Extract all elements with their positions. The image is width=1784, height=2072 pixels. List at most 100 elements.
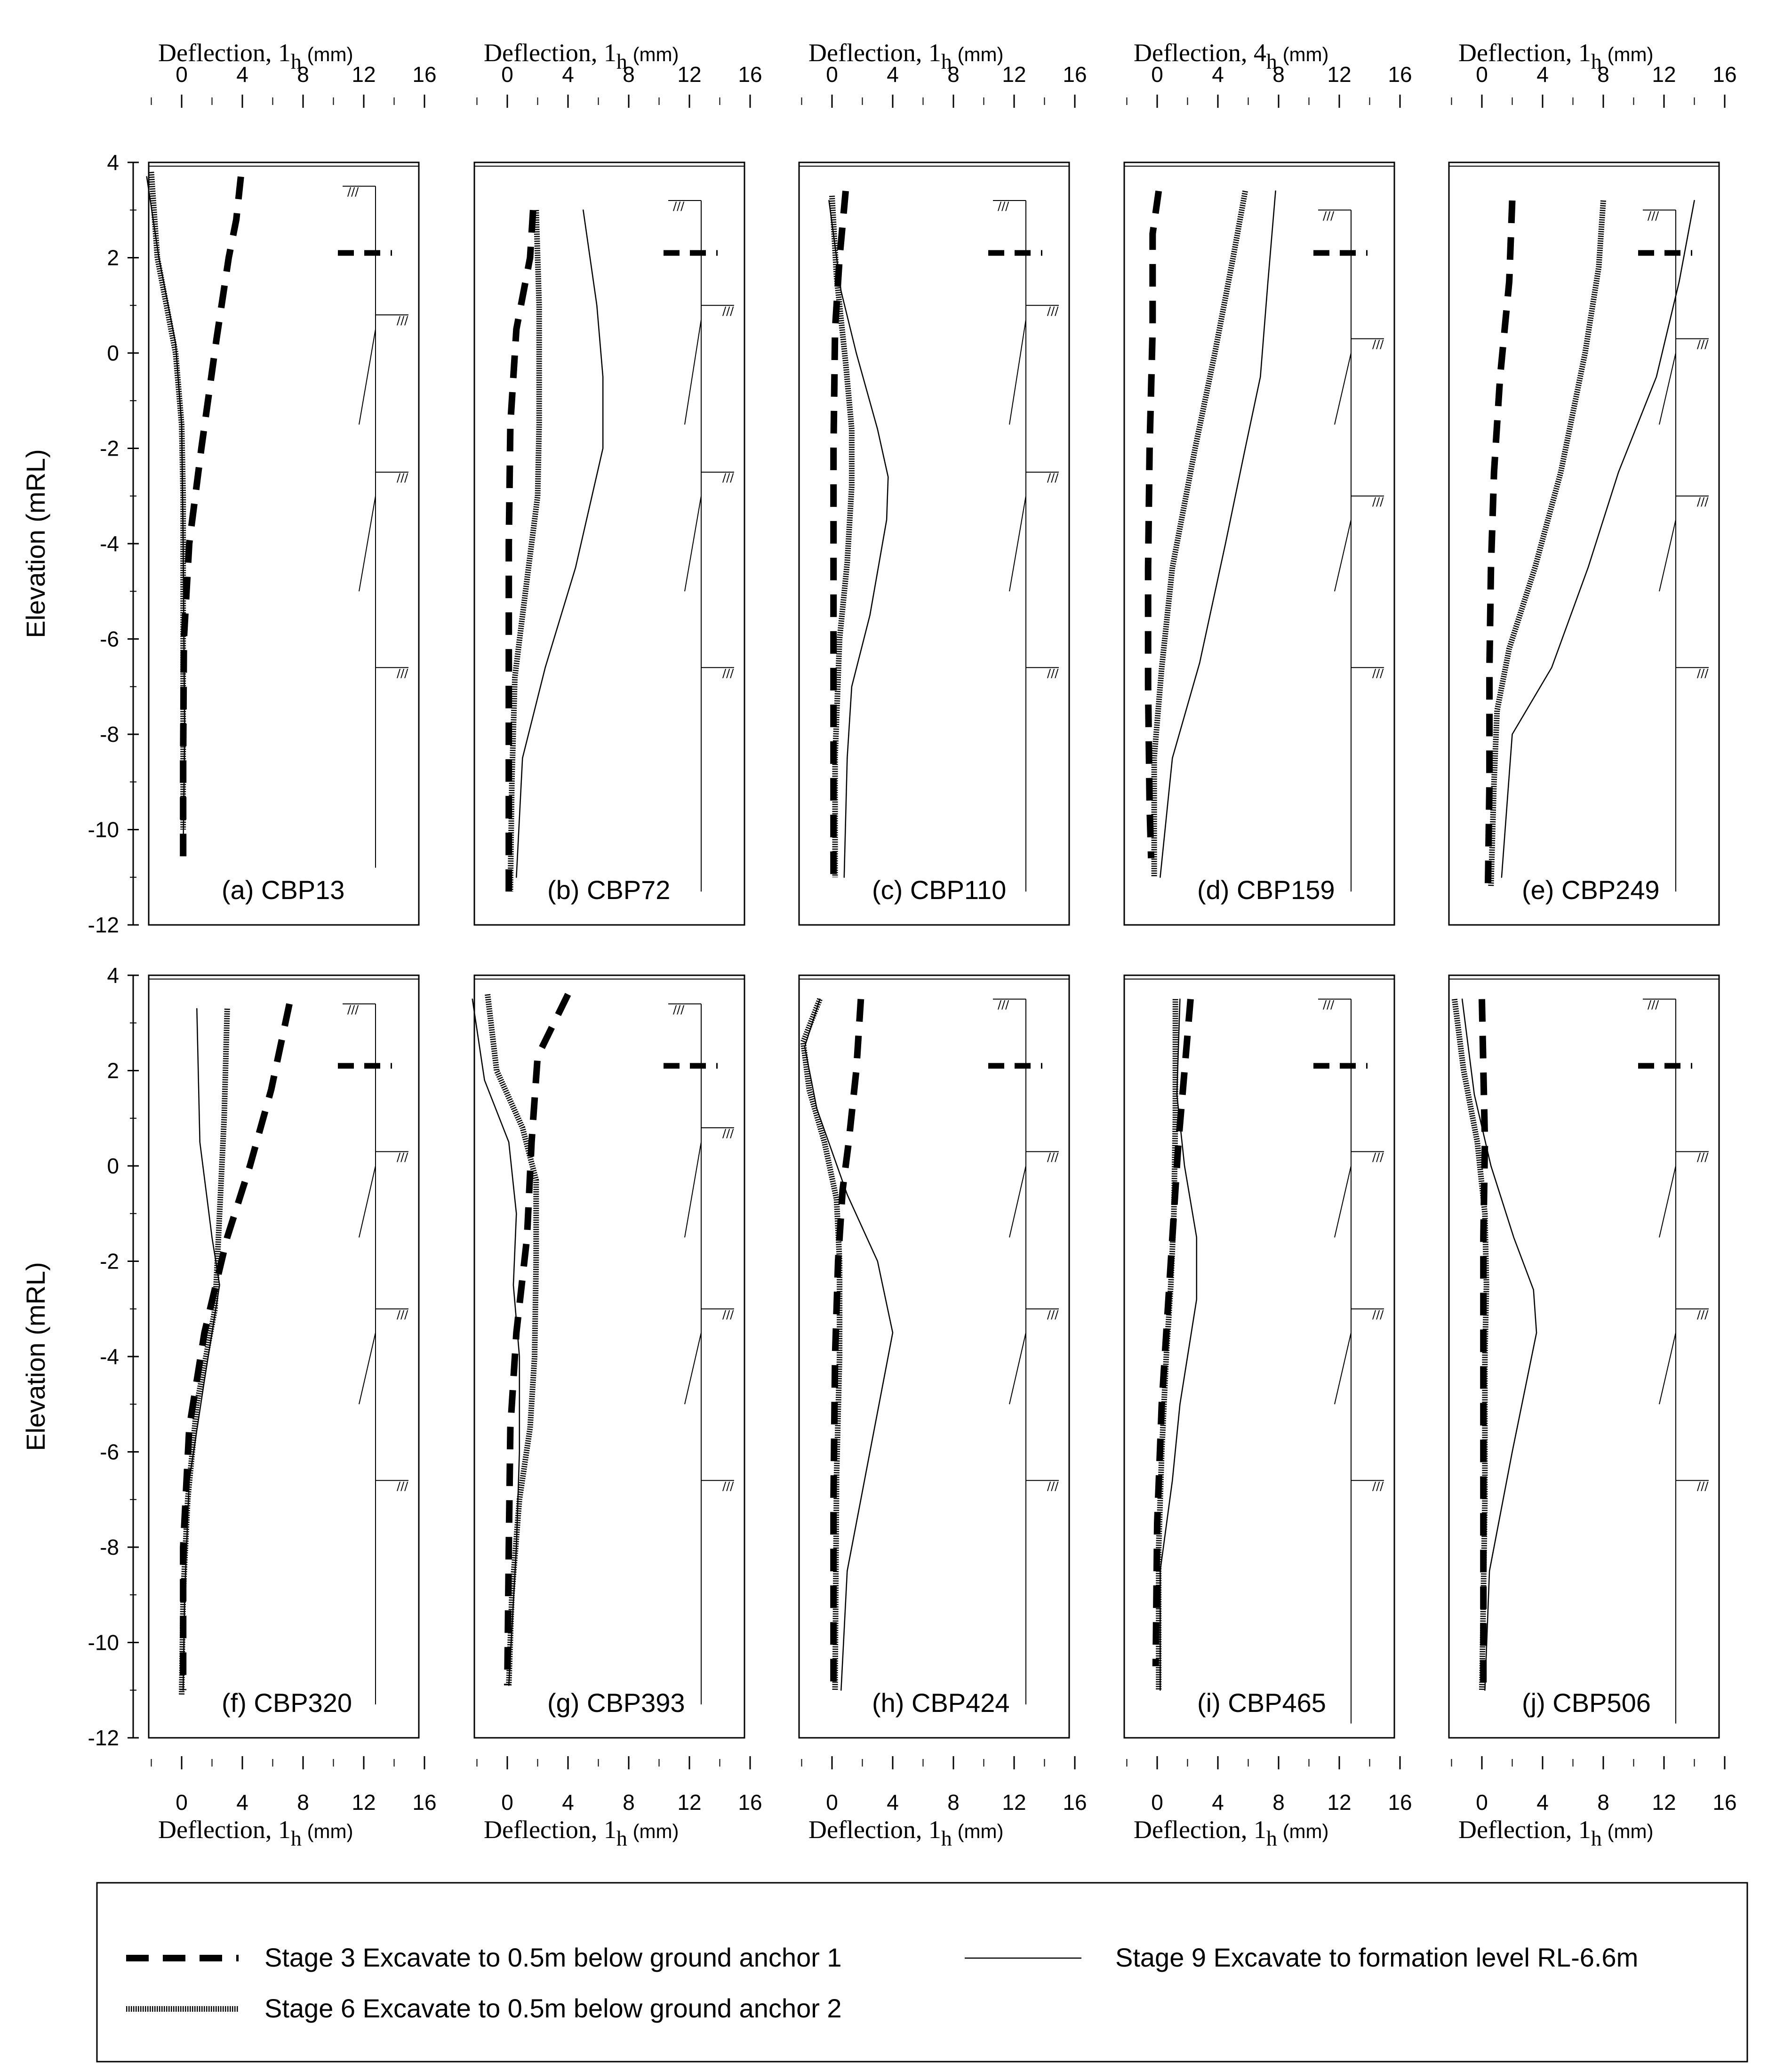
x-axis-label-unit: (mm)	[302, 1820, 353, 1842]
x-tick-label: 12	[352, 1790, 376, 1815]
ground-hatch-icon: ///	[347, 1003, 359, 1016]
ground-hatch-icon: ///	[1047, 1479, 1059, 1493]
x-tick-label: 16	[1712, 1790, 1736, 1815]
panel-7: 0 4 8 12 16 Deflection, 1h (mm) /// /// /// /// (g…	[472, 974, 762, 1850]
ground-anchor-2	[1659, 1165, 1676, 1238]
series-stage-6	[800, 998, 843, 1690]
panel-6: 0 4 8 12 16 Deflection, 1h (mm) /// /// /// /// (f…	[148, 974, 437, 1850]
series-stage-6	[1488, 200, 1606, 887]
panel-frame	[1123, 161, 1395, 926]
x-tick-label: 0	[826, 1790, 838, 1815]
ground-hatch-icon: ///	[1697, 667, 1709, 680]
x-axis-label-symbol: 1	[1578, 39, 1591, 67]
ground-hatch-icon: ///	[722, 1479, 734, 1493]
panel-8: 0 4 8 12 16 Deflection, 1h (mm) /// /// /// /// (h…	[798, 974, 1087, 1850]
ground-hatch-icon: ///	[1047, 1151, 1059, 1164]
ground-anchor-2	[684, 319, 702, 425]
x-tick-label: 8	[1597, 62, 1609, 87]
panel-frame	[473, 974, 745, 1739]
ground-hatch-icon: ///	[397, 1479, 408, 1493]
y-tick-label: -12	[88, 913, 119, 937]
x-axis-label-symbol: 1	[604, 1815, 616, 1844]
x-tick-label: 0	[826, 62, 838, 87]
ground-anchor-3	[1009, 1333, 1026, 1405]
x-axis-label: Deflection, 1h (mm)	[484, 39, 679, 73]
x-axis-label-text: Deflection,	[808, 39, 928, 67]
ground-hatch-icon: ///	[998, 998, 1009, 1012]
x-tick-label: 0	[1476, 62, 1488, 87]
x-axis-label-symbol: 1	[928, 1815, 941, 1844]
ground-hatch-icon: ///	[722, 471, 734, 484]
ground-hatch-icon: ///	[1047, 471, 1059, 484]
ground-anchor-2	[359, 1165, 376, 1238]
series-stage-9	[472, 998, 520, 1686]
x-axis-label-sub: h	[1266, 49, 1277, 73]
ground-hatch-icon: ///	[673, 1003, 685, 1016]
ground-hatch-icon: ///	[397, 471, 408, 484]
ground-anchor-3	[1334, 520, 1352, 592]
y-tick-label: -12	[88, 1726, 119, 1750]
ground-hatch-icon: ///	[722, 1127, 734, 1140]
x-axis-label: Deflection, 1h (mm)	[484, 1815, 679, 1850]
series-stage-6	[1151, 190, 1248, 877]
y-tick-label: 0	[107, 1154, 119, 1178]
ground-hatch-icon: ///	[722, 305, 734, 318]
x-axis-label-text: Deflection,	[484, 39, 604, 67]
ground-hatch-icon: ///	[1372, 1308, 1384, 1321]
y-axis-title: Elevation (mRL)	[21, 449, 50, 638]
x-tick-label: 8	[297, 62, 309, 87]
series-stage-3	[504, 993, 571, 1686]
ground-hatch-icon: ///	[1697, 338, 1709, 351]
series-stage-9	[1160, 190, 1276, 878]
series-stage-3	[505, 209, 536, 892]
x-axis-label-unit: (mm)	[1277, 1820, 1329, 1842]
ground-anchor-3	[1009, 496, 1026, 592]
x-axis-label-unit: (mm)	[1602, 43, 1654, 65]
x-axis-label-sub: h	[291, 1826, 302, 1850]
x-tick-label: 12	[1002, 62, 1026, 87]
series-stage-6	[1156, 999, 1178, 1690]
y-axis-row-1: 4 2 0 -2 -4 -6 -8 -10 -12 Elevation (mRL)	[21, 150, 139, 937]
y-tick-label: -6	[100, 627, 119, 651]
x-axis-label-unit: (mm)	[952, 43, 1004, 65]
x-axis-label-sub: h	[616, 49, 627, 73]
x-axis-label: Deflection, 1h (mm)	[1134, 1815, 1329, 1850]
x-tick-label: 8	[1597, 1790, 1609, 1815]
x-tick-label: 4	[887, 1790, 899, 1815]
ground-anchor-2	[1659, 353, 1676, 425]
x-axis-label-sub: h	[291, 49, 302, 73]
x-axis-label-unit: (mm)	[627, 43, 679, 65]
elevation-axes: 4 2 0 -2 -4 -6 -8 -10 -12 Elevation (mRL) 4 2 0 -2 -4 -…	[21, 150, 139, 1750]
series-stage-9	[146, 176, 185, 854]
ground-hatch-icon: ///	[1697, 1479, 1709, 1493]
ground-hatch-icon: ///	[998, 200, 1009, 213]
series-stage-3	[180, 176, 244, 868]
panel-label: (f) CBP320	[222, 1688, 352, 1718]
y-tick-label: -10	[88, 1630, 119, 1655]
panel-frame	[1123, 974, 1395, 1739]
series-stage-9	[1160, 998, 1198, 1691]
series-stage-9	[182, 1008, 220, 1691]
panel-label: (e) CBP249	[1522, 875, 1660, 905]
x-tick-label: 16	[412, 1790, 436, 1815]
x-tick-label: 16	[1063, 1790, 1087, 1815]
ground-hatch-icon: ///	[1648, 998, 1659, 1012]
x-tick-label: 8	[623, 62, 635, 87]
ground-hatch-icon: ///	[1323, 998, 1335, 1012]
y-tick-label: 4	[107, 963, 119, 988]
x-tick-label: 0	[1151, 62, 1163, 87]
ground-anchor-2	[684, 1142, 702, 1238]
legend-frame	[96, 1882, 1748, 2063]
panel-label: (h) CBP424	[872, 1688, 1010, 1718]
y-tick-label: -6	[100, 1440, 119, 1464]
ground-hatch-icon: ///	[397, 1308, 408, 1321]
panel-frame	[1448, 161, 1720, 926]
x-tick-label: 16	[738, 1790, 762, 1815]
x-axis-label-text: Deflection,	[158, 1815, 278, 1844]
x-axis-label-unit: (mm)	[1277, 43, 1329, 65]
x-tick-label: 4	[1536, 62, 1549, 87]
x-tick-label: 8	[297, 1790, 309, 1815]
panel-10: 0 4 8 12 16 Deflection, 1h (mm) /// /// /// /// (j…	[1448, 974, 1737, 1850]
